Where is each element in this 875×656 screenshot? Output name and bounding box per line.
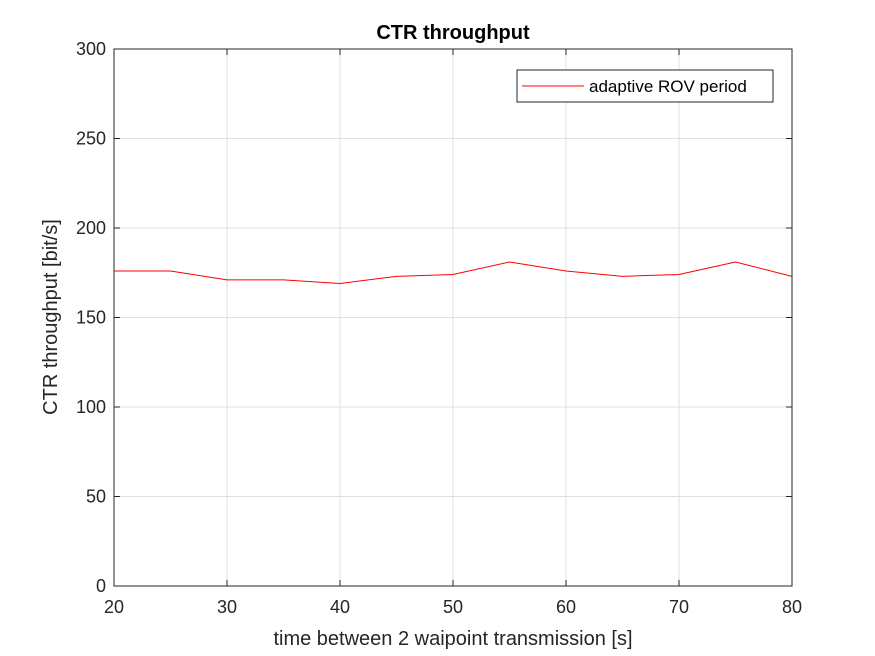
- legend: adaptive ROV period: [516, 69, 774, 103]
- y-tick-label: 150: [76, 308, 106, 328]
- legend-label: adaptive ROV period: [589, 77, 747, 96]
- y-tick-label: 200: [76, 218, 106, 238]
- x-tick-label: 80: [782, 597, 802, 617]
- x-axis-label: time between 2 waipoint transmission [s]: [273, 628, 632, 650]
- x-tick-label: 40: [330, 597, 350, 617]
- x-tick-label: 30: [217, 597, 237, 617]
- y-tick-label: 100: [76, 397, 106, 417]
- x-tick-label: 70: [669, 597, 689, 617]
- x-tick-label: 20: [104, 597, 124, 617]
- y-tick-label: 300: [76, 39, 106, 59]
- x-tick-label: 60: [556, 597, 576, 617]
- chart-title: CTR throughput: [376, 22, 530, 44]
- y-tick-label: 0: [96, 576, 106, 596]
- y-axis-label: CTR throughput [bit/s]: [40, 219, 62, 415]
- series-layer: [114, 261, 793, 284]
- y-tick-label: 50: [86, 487, 106, 507]
- axis-ticks: 20 30 40 50 60 70 80 0 50 100 150 200 250 300: [76, 39, 802, 617]
- grid: [114, 49, 792, 586]
- series-line: [114, 261, 793, 284]
- x-tick-label: 50: [443, 597, 463, 617]
- y-tick-label: 250: [76, 129, 106, 149]
